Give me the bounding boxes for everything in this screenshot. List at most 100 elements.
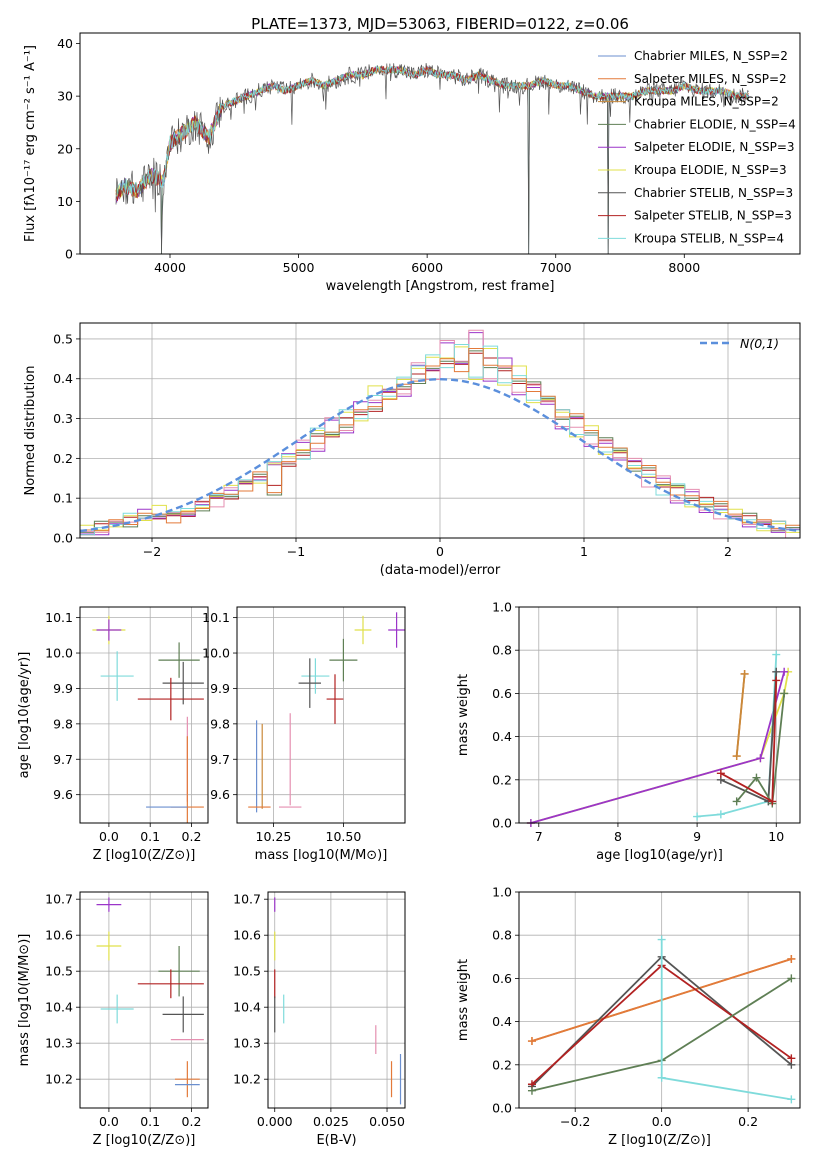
x-tick-label: 9 [693,829,701,844]
y-tick-label: 9.6 [210,787,230,802]
x-tick-label: 0.2 [182,1114,202,1129]
weight-marker [787,1054,796,1063]
x-tick-label: 0.050 [369,1114,405,1129]
legend-entry: Chabrier STELIB, N_SSP=3 [634,186,793,200]
legend-entry: Salpeter ELODIE, N_SSP=3 [634,140,795,154]
error-bars [248,612,405,813]
x-tick-label: 0.000 [257,1114,293,1129]
weight-marker [772,650,781,659]
y-tick-label: 0.4 [492,729,512,744]
weight-marker [756,754,765,763]
x-tick-label: −2 [143,544,161,559]
x-axis-label: Z [log10(Z/Z⊙)] [608,1133,711,1148]
y-tick-label: 9.9 [210,681,230,696]
y-tick-label: 10.2 [45,1072,73,1087]
axes-frame [236,606,406,824]
weight-marker [740,669,749,678]
y-tick-label: 10.3 [45,1036,73,1051]
histograms [80,329,800,539]
axes-frame [518,606,801,824]
weight-marker [716,769,725,778]
y-tick-label: 9.6 [53,787,73,802]
x-axis-label: Z [log10(Z/Z⊙)] [93,1133,196,1148]
weight-marker [693,812,702,821]
panel-residual-histogram: −2 −1 0 1 2 0.0 0.1 0.2 0.3 0.4 0.5 (data-model)/er… [23,322,801,578]
grid [519,606,800,824]
y-tick-label: 9.8 [53,716,73,731]
legend-entry: Chabrier ELODIE, N_SSP=4 [634,117,796,131]
y-axis-label: Normed distribution [23,366,38,496]
y-tick-label: 10.4 [233,1000,261,1015]
legend-entry: Kroupa ELODIE, N_SSP=3 [634,163,787,177]
x-tick-label: 4000 [154,260,186,275]
legend-entry: Chabrier MILES, N_SSP=2 [634,49,788,63]
weight-lines [527,935,796,1104]
weight-marker [768,797,777,806]
x-tick-label: 0.1 [140,1114,160,1129]
y-axis-label: mass [log10(M/M⊙)] [17,934,32,1067]
weight-marker [772,667,781,676]
x-axis-label: (data-model)/error [380,563,501,578]
y-tick-label: 1.0 [492,600,512,615]
y-tick-label: 0.2 [492,772,512,787]
y-tick-label: 10.5 [45,964,73,979]
weight-marker [657,1073,666,1082]
weight-marker [787,1095,796,1104]
x-tick-label: −1 [287,544,305,559]
y-tick-label: 10.0 [202,646,230,661]
x-axis-label: mass [log10(M/M⊙)] [255,848,388,863]
y-tick-label: 20 [57,141,73,156]
y-tick-label: 0.6 [492,971,512,986]
y-axis-label: age [log10(age/yr)] [17,652,32,779]
legend-entry: Kroupa MILES, N_SSP=2 [634,95,779,109]
x-tick-label: 1 [580,544,588,559]
legend-entry: N(0,1) [740,336,779,351]
y-tick-label: 0.2 [53,451,73,466]
y-tick-label: 0.0 [53,531,73,546]
panel-mass-vs-EBV: 0.000 0.025 0.050 10.2 10.3 10.4 10.5 10.6 10.7 E… [233,891,406,1148]
panel-mass-weight-vs-age: 7 8 9 10 0.0 0.2 0.4 0.6 0.8 1.0 age [log10(age/yr… [456,600,801,863]
y-tick-label: 0.0 [492,816,512,831]
y-tick-label: 10.7 [45,892,73,907]
x-tick-label: 5000 [283,260,315,275]
weight-marker [732,797,741,806]
y-tick-label: 10.0 [45,646,73,661]
weight-line [530,671,789,824]
weight-marker [716,810,725,819]
x-tick-label: 0.0 [652,1114,672,1129]
weight-marker [732,752,741,761]
legend-entry: Kroupa STELIB, N_SSP=4 [634,231,784,245]
panel-age-vs-Z: 0.0 0.1 0.2 9.6 9.7 9.8 9.9 10.0 10.1 Z [log10(Z/… [17,606,209,863]
x-tick-label: 0 [436,544,444,559]
panel-mass-weight-vs-Z: −0.2 0.0 0.2 0.0 0.2 0.4 0.6 0.8 1.0 Z [log10(Z/Z… [456,885,801,1148]
x-tick-label: 0.2 [182,829,202,844]
histogram-step [80,348,800,532]
y-tick-label: 40 [57,36,73,51]
panel-spectrum: 4000 5000 6000 7000 8000 0 10 20 30 40 wavelength … [23,32,801,294]
y-tick-label: 0.1 [53,491,73,506]
axes-frame [79,32,801,255]
x-tick-label: −0.2 [560,1114,590,1129]
grid [237,607,405,823]
y-tick-label: 10 [57,194,73,209]
legend-entry: Salpeter STELIB, N_SSP=3 [634,209,792,223]
weight-marker [527,1037,536,1046]
y-tick-label: 0.4 [53,371,73,386]
weight-marker [657,935,666,944]
figure-title: PLATE=1373, MJD=53063, FIBERID=0122, z=0… [251,15,629,33]
y-tick-label: 9.7 [210,752,230,767]
axes-frame [518,891,801,1109]
spectrum-line-kroupa-stelib [116,65,749,197]
y-tick-label: 10.3 [233,1036,261,1051]
error-bars [92,615,204,823]
error-bars [96,897,204,1098]
x-tick-label: 10.25 [256,829,292,844]
y-tick-label: 0.8 [492,643,512,658]
x-axis-label: E(B-V) [316,1133,356,1148]
x-tick-label: 8000 [668,260,700,275]
axes-frame [79,606,209,824]
y-tick-label: 10.7 [233,892,261,907]
y-tick-label: 0.3 [53,411,73,426]
weight-marker [527,1086,536,1095]
